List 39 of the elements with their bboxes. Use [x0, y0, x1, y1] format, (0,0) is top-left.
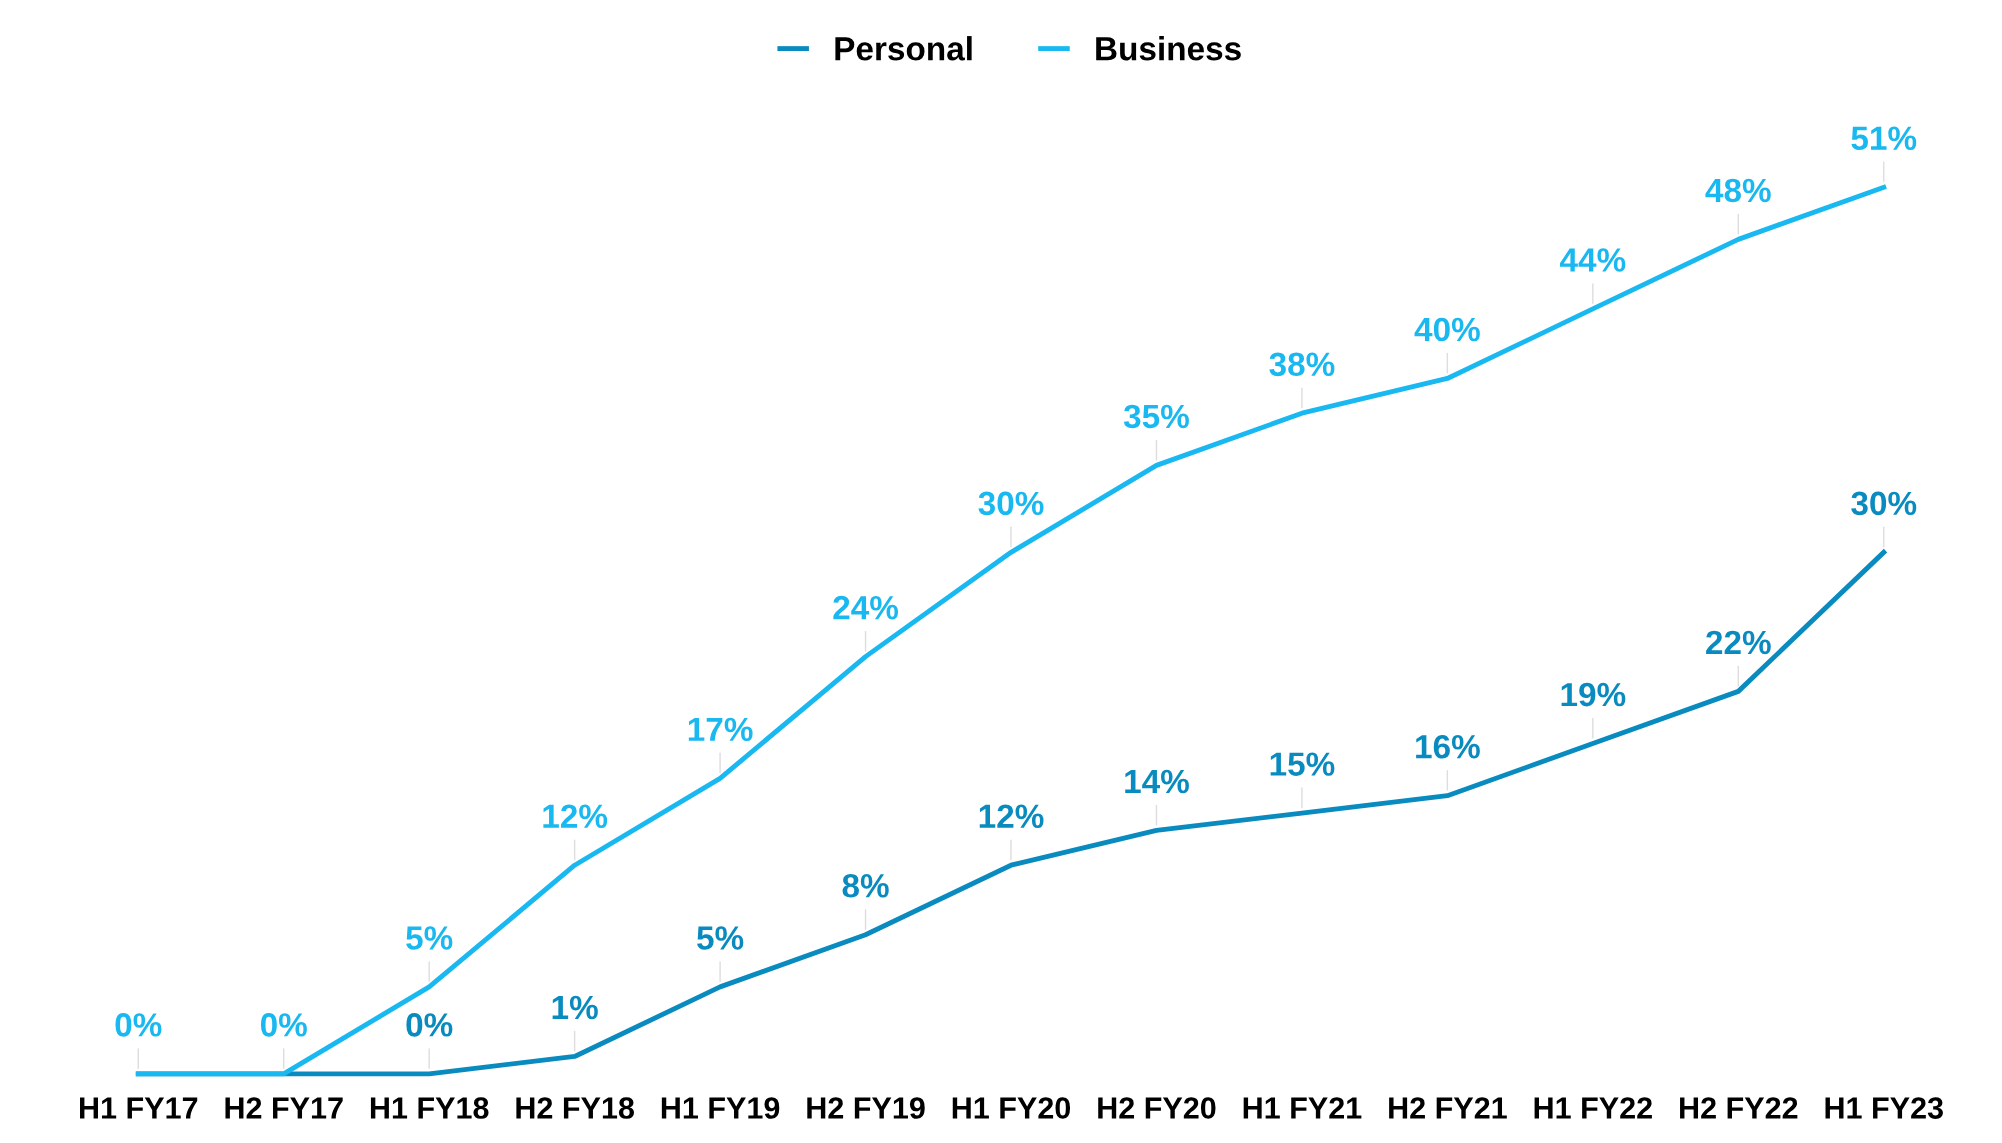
data-label: 8%: [842, 874, 889, 898]
x-tick-label: H2 FY17: [225, 1097, 343, 1119]
data-label: 0%: [115, 1013, 162, 1037]
x-tick-label: H2 FY19: [807, 1097, 925, 1119]
data-label: 19%: [1561, 682, 1626, 707]
data-label: 38%: [1269, 352, 1335, 377]
data-label: 22%: [1706, 630, 1771, 655]
x-tick-label: H1 FY23: [1825, 1097, 1943, 1119]
data-label: 35%: [1123, 404, 1189, 429]
data-label: 48%: [1705, 178, 1771, 203]
data-label: 17%: [688, 717, 753, 742]
x-tick-label: H2 FY20: [1098, 1097, 1216, 1119]
data-label: 44%: [1559, 248, 1626, 272]
data-label: 16%: [1416, 734, 1480, 759]
data-label: 30%: [1851, 491, 1917, 516]
data-label: 14%: [1125, 769, 1189, 794]
legend-label: Business: [1096, 36, 1241, 61]
data-label: 24%: [833, 595, 899, 620]
x-tick-label: H1 FY21: [1243, 1097, 1362, 1119]
x-tick-label: H2 FY22: [1680, 1097, 1798, 1119]
x-tick-label: H1 FY20: [952, 1097, 1071, 1119]
x-tick-label: H1 FY17: [80, 1097, 198, 1119]
data-label: 12%: [543, 804, 608, 829]
data-label: 0%: [406, 1013, 453, 1037]
data-label: 12%: [979, 804, 1044, 829]
data-label: 51%: [1851, 126, 1917, 151]
data-label: 15%: [1270, 752, 1335, 776]
data-label: 40%: [1414, 317, 1480, 342]
x-tick-label: H2 FY18: [516, 1097, 634, 1119]
x-tick-label: H2 FY21: [1389, 1097, 1507, 1119]
data-label: 5%: [406, 926, 453, 950]
x-tick-label: H1 FY18: [370, 1097, 489, 1119]
data-label: 0%: [260, 1013, 307, 1037]
data-label: 5%: [697, 926, 744, 950]
data-label: 30%: [978, 491, 1044, 516]
x-tick-label: H1 FY22: [1534, 1097, 1652, 1119]
legend-label: Personal: [835, 36, 972, 61]
x-tick-label: H1 FY19: [661, 1097, 780, 1119]
data-label: 1%: [552, 995, 598, 1020]
